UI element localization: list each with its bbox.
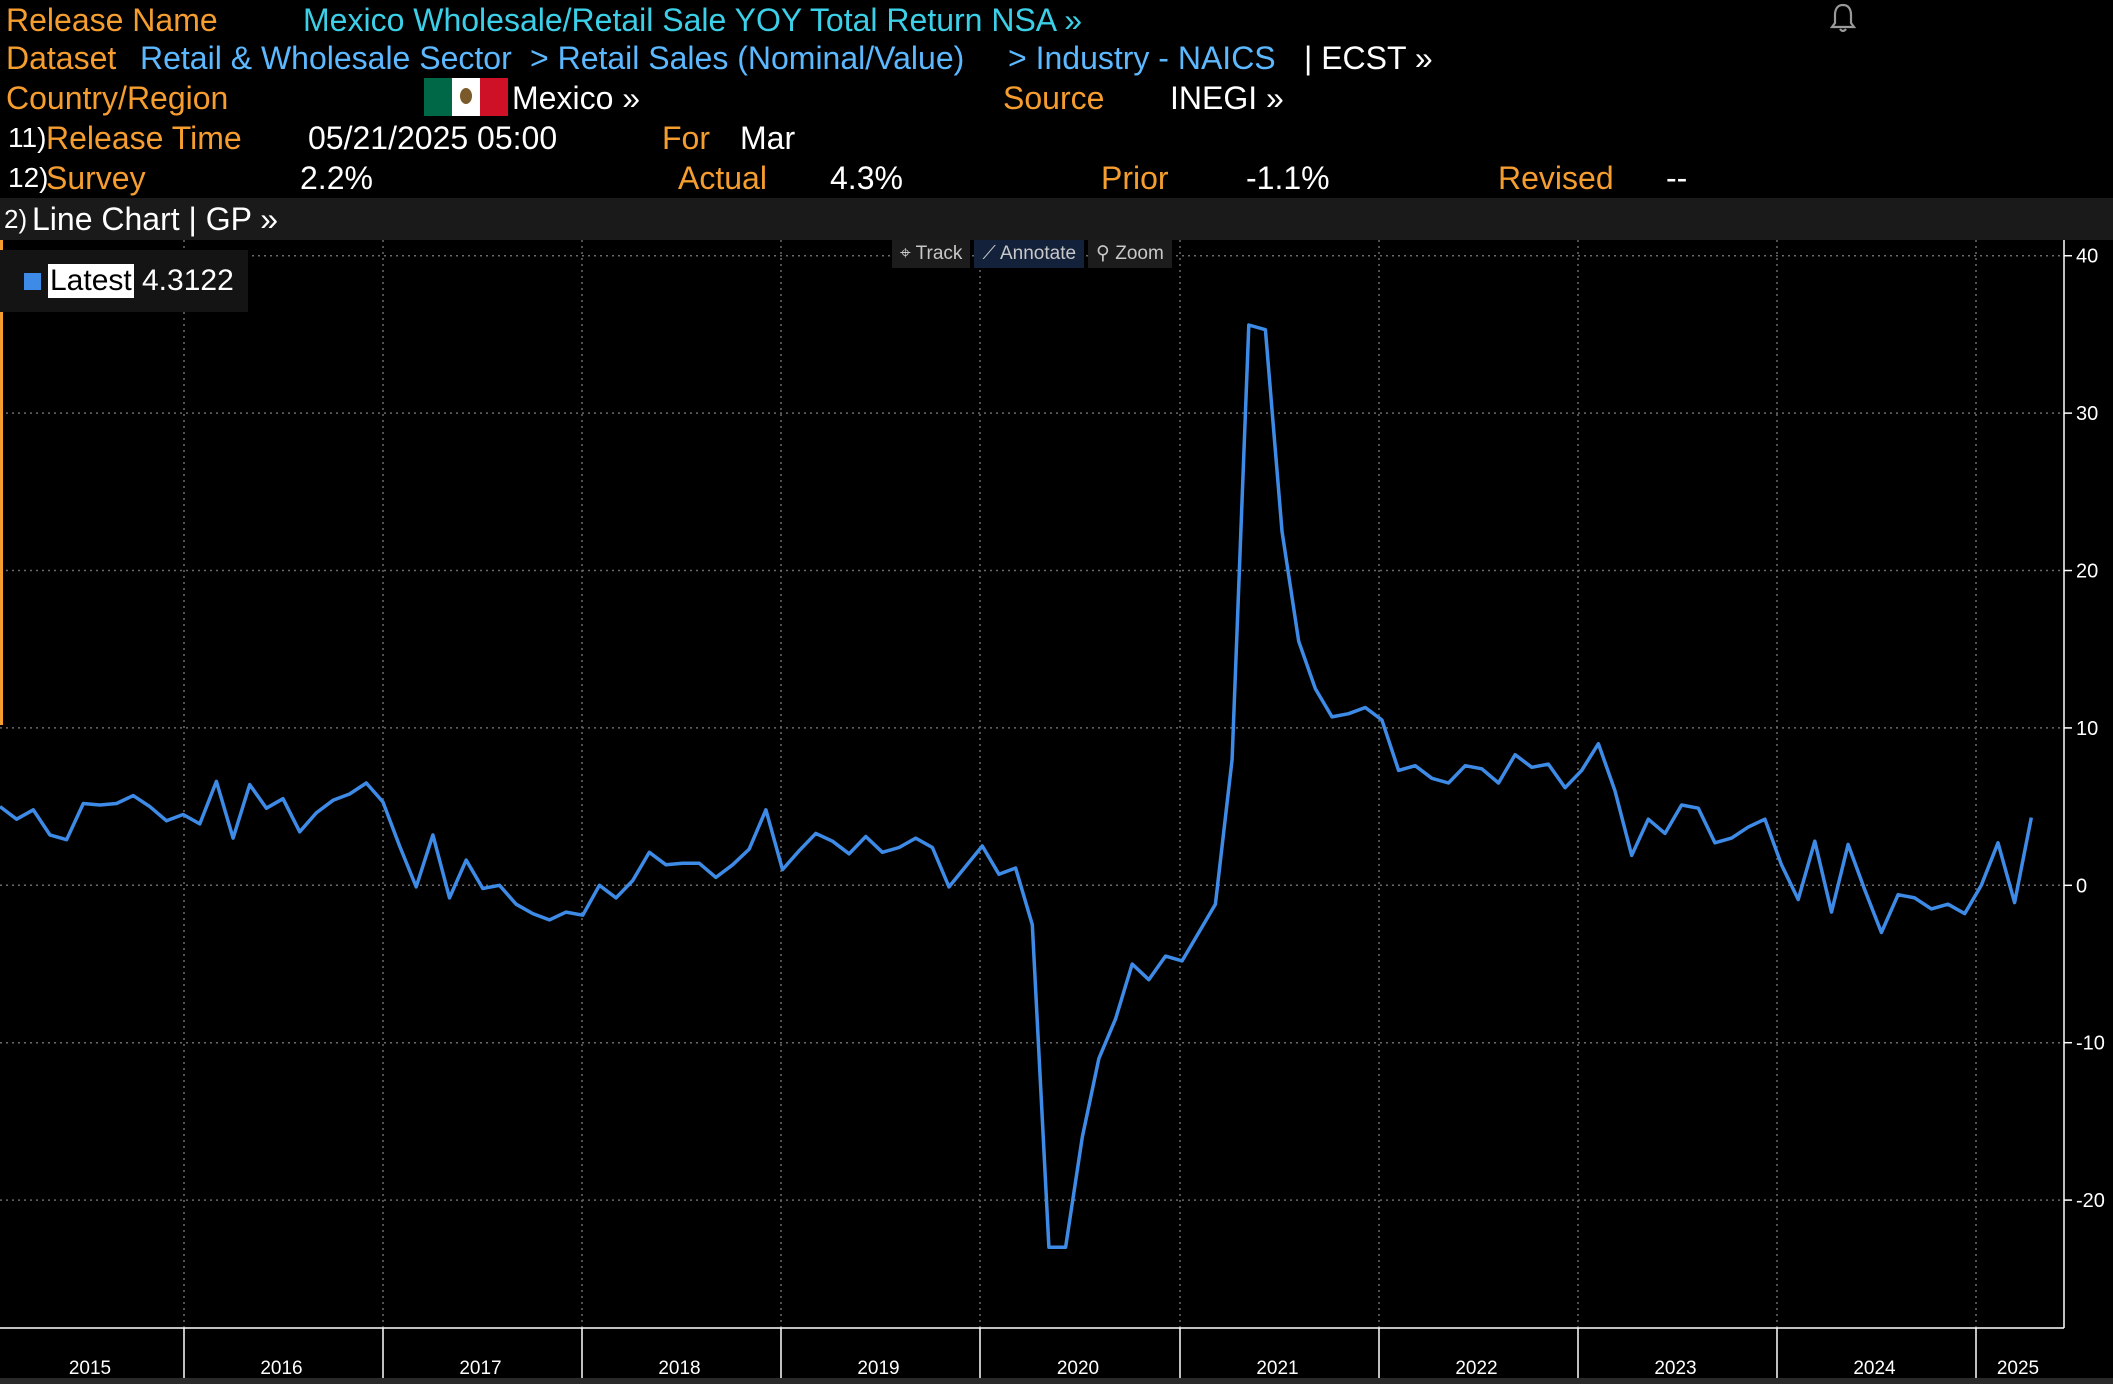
y-tick-label: 20 bbox=[2076, 561, 2098, 583]
country-link[interactable]: Mexico » bbox=[512, 80, 641, 116]
legend-series-name: Latest bbox=[48, 264, 134, 298]
x-tick-label: 2016 bbox=[260, 1358, 302, 1379]
x-tick-label: 2017 bbox=[459, 1358, 501, 1379]
x-tick-label: 2019 bbox=[857, 1358, 899, 1379]
track-label: Track bbox=[915, 243, 963, 264]
survey-label[interactable]: Survey bbox=[46, 160, 146, 196]
prior-label: Prior bbox=[1101, 160, 1169, 196]
annotate-label: Annotate bbox=[999, 243, 1077, 264]
legend-swatch bbox=[24, 273, 41, 290]
dataset-ecst-link[interactable]: | ECST » bbox=[1304, 40, 1433, 76]
zoom-label: Zoom bbox=[1115, 243, 1164, 264]
bottom-strip bbox=[0, 1378, 2113, 1384]
actual-label: Actual bbox=[678, 160, 767, 196]
flag-green bbox=[424, 78, 452, 116]
for-label: For bbox=[662, 120, 710, 156]
y-tick-label: 10 bbox=[2076, 718, 2098, 740]
country-row: Country/Region Mexico » Source INEGI » bbox=[0, 78, 2113, 118]
survey-value: 2.2% bbox=[300, 160, 373, 196]
release-time-label[interactable]: Release Time bbox=[46, 120, 242, 156]
dataset-crumb-sector[interactable]: Retail & Wholesale Sector bbox=[140, 40, 512, 76]
revised-label: Revised bbox=[1498, 160, 1614, 196]
x-tick-label: 2015 bbox=[69, 1358, 111, 1379]
dataset-crumb-retail-sales[interactable]: > Retail Sales (Nominal/Value) bbox=[530, 40, 965, 76]
chart-toolbar: ⌖ Track ⟋ Annotate ⚲ Zoom bbox=[892, 240, 1176, 268]
prior-value: -1.1% bbox=[1246, 160, 1330, 196]
chart-bar-number[interactable]: 2) bbox=[4, 204, 28, 234]
legend-latest-value: 4.3122 bbox=[142, 264, 234, 297]
zoom-tool-button[interactable]: ⚲ Zoom bbox=[1088, 240, 1172, 268]
for-value: Mar bbox=[740, 120, 796, 156]
flag-emblem bbox=[460, 88, 472, 104]
y-tick-label: 30 bbox=[2076, 403, 2098, 425]
chart-legend[interactable]: Latest 4.3122 bbox=[0, 250, 248, 312]
mexico-flag-icon bbox=[424, 78, 508, 116]
release-time-value: 05/21/2025 05:00 bbox=[308, 120, 558, 156]
chart-type-link[interactable]: Line Chart | GP » bbox=[32, 201, 279, 237]
dataset-label: Dataset bbox=[6, 40, 117, 76]
x-tick-label: 2022 bbox=[1455, 1358, 1497, 1379]
y-tick-label: -10 bbox=[2076, 1033, 2105, 1055]
series-line bbox=[0, 323, 2034, 1250]
y-tick-label: -20 bbox=[2076, 1190, 2105, 1212]
y-tick-label: 40 bbox=[2076, 246, 2098, 268]
actual-value: 4.3% bbox=[830, 160, 903, 196]
bell-icon[interactable] bbox=[1828, 2, 1858, 34]
annotate-tool-button[interactable]: ⟋ Annotate bbox=[974, 240, 1085, 268]
flag-red bbox=[480, 78, 508, 116]
country-label: Country/Region bbox=[6, 80, 229, 116]
chart-title-bar: 2) Line Chart | GP » bbox=[0, 198, 2113, 240]
revised-value: -- bbox=[1666, 160, 1688, 196]
source-label: Source bbox=[1003, 80, 1105, 116]
dataset-crumb-industry[interactable]: > Industry - NAICS bbox=[1008, 40, 1276, 76]
release-time-number[interactable]: 11) bbox=[8, 122, 47, 153]
left-accent-bar bbox=[0, 240, 3, 725]
track-tool-button[interactable]: ⌖ Track bbox=[892, 240, 971, 268]
x-tick-label: 2024 bbox=[1853, 1358, 1896, 1379]
dataset-row: Dataset Retail & Wholesale Sector > Reta… bbox=[0, 38, 2113, 78]
x-tick-label: 2021 bbox=[1256, 1358, 1298, 1379]
flag-white bbox=[452, 78, 480, 116]
release-name-label: Release Name bbox=[6, 2, 218, 38]
x-tick-label: 2023 bbox=[1654, 1358, 1696, 1379]
x-tick-label: 2025 bbox=[1997, 1358, 2039, 1379]
line-chart[interactable]: -20 -10 0 10 20 30 40 2015 2016 2017 2018 2019 2020 2… bbox=[0, 240, 2113, 1384]
source-link[interactable]: INEGI » bbox=[1170, 80, 1284, 116]
survey-row: 12) Survey 2.2% Actual 4.3% Prior -1.1% … bbox=[0, 158, 2113, 198]
release-name-link[interactable]: Mexico Wholesale/Retail Sale YOY Total R… bbox=[303, 2, 1083, 38]
x-tick-label: 2020 bbox=[1057, 1358, 1099, 1379]
x-tick-label: 2018 bbox=[658, 1358, 700, 1379]
release-name-row: Release Name Mexico Wholesale/Retail Sal… bbox=[0, 0, 2113, 40]
y-tick-label: 0 bbox=[2076, 875, 2087, 897]
survey-number[interactable]: 12) bbox=[8, 162, 49, 193]
release-time-row: 11) Release Time 05/21/2025 05:00 For Ma… bbox=[0, 118, 2113, 158]
